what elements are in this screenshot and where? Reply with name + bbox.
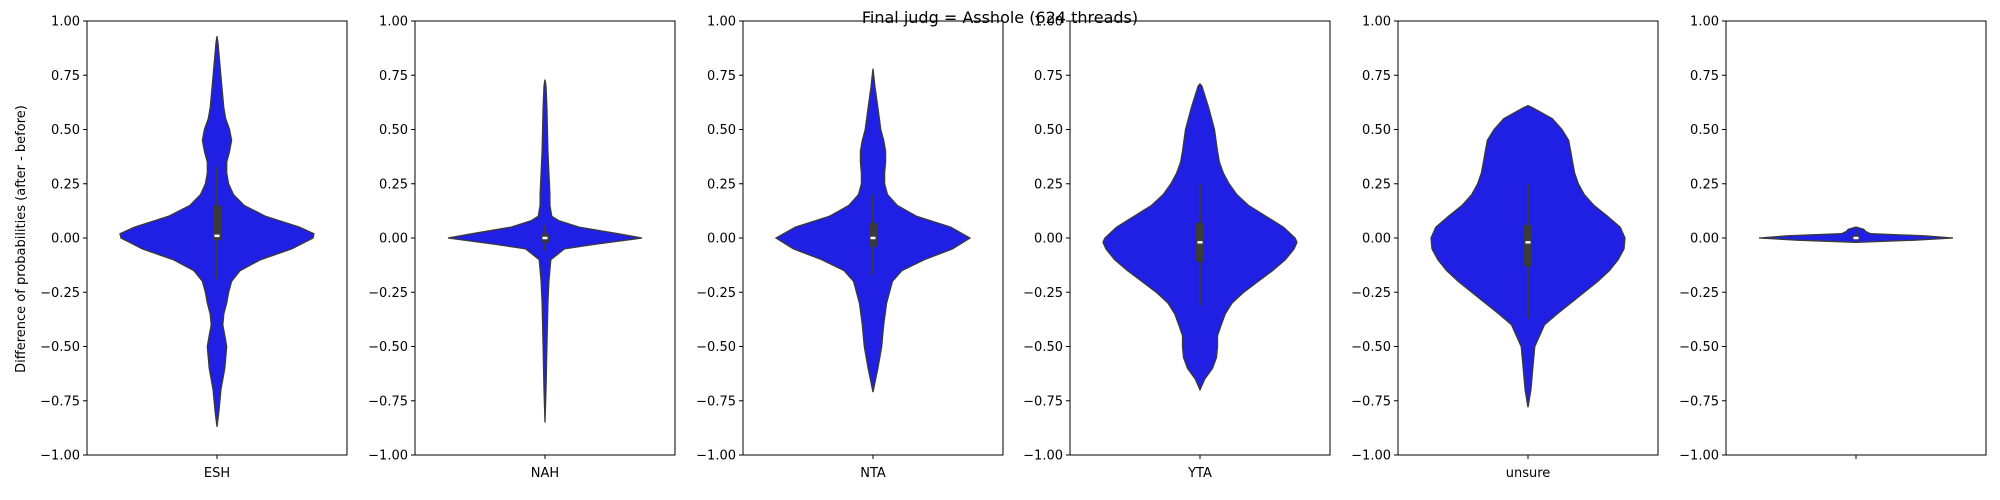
y-tick-label: −1.00 xyxy=(1679,449,1719,464)
panels-group: 1.00 0.75 0.50 0.25 0.00 −0.25 −0.50 −0.75 −1.00… xyxy=(40,15,1987,481)
y-tick-label: 0.25 xyxy=(1034,177,1063,192)
panel-unlabeled: 1.00 0.75 0.50 0.25 0.00 −0.25 −0.50 −0.75 −1.00 xyxy=(1679,15,1987,464)
y-tick-label: −0.50 xyxy=(696,340,736,355)
x-category-label: NTA xyxy=(860,466,886,481)
y-tick-label: 0.50 xyxy=(1690,123,1719,138)
violin-median-marker xyxy=(542,236,548,240)
y-tick-label: −1.00 xyxy=(1023,449,1063,464)
violin-iqr-box xyxy=(869,222,877,247)
panel-NTA: 1.00 0.75 0.50 0.25 0.00 −0.25 −0.50 −0.75 −1.00… xyxy=(696,15,1004,481)
y-tick-label: 0.50 xyxy=(1034,123,1063,138)
x-category-label: unsure xyxy=(1506,466,1551,481)
y-tick-label: −1.00 xyxy=(1351,449,1391,464)
y-tick-label: −1.00 xyxy=(696,449,736,464)
x-category-label: NAH xyxy=(531,466,559,481)
y-tick-label: −0.75 xyxy=(368,394,408,409)
violin-iqr-box xyxy=(213,205,221,241)
y-tick-label: −0.25 xyxy=(368,286,408,301)
y-tick-label: 1.00 xyxy=(1362,15,1391,30)
y-tick-label: 0.50 xyxy=(379,123,408,138)
violin-median-marker xyxy=(214,234,220,238)
violin-median-marker xyxy=(1853,236,1859,240)
violin-median-marker xyxy=(1525,241,1531,244)
violin-iqr-box xyxy=(1524,224,1532,267)
y-tick-label: −0.25 xyxy=(40,286,80,301)
y-tick-label: 1.00 xyxy=(51,15,80,30)
y-tick-label: −0.75 xyxy=(1023,394,1063,409)
y-tick-label: −0.50 xyxy=(1351,340,1391,355)
y-tick-label: −0.25 xyxy=(1351,286,1391,301)
violin-median-marker xyxy=(1197,241,1203,244)
y-tick-label: −0.75 xyxy=(1679,394,1719,409)
y-tick-label: −0.50 xyxy=(1023,340,1063,355)
panel-YTA: 1.00 0.75 0.50 0.25 0.00 −0.25 −0.50 −0.75 −1.00… xyxy=(1023,15,1331,481)
y-tick-label: 0.75 xyxy=(1362,69,1391,84)
panel-NAH: 1.00 0.75 0.50 0.25 0.00 −0.25 −0.50 −0.75 −1.00… xyxy=(368,15,676,481)
y-tick-label: −0.75 xyxy=(696,394,736,409)
y-tick-label: −0.50 xyxy=(368,340,408,355)
panel-unsure: 1.00 0.75 0.50 0.25 0.00 −0.25 −0.50 −0.75 −1.00… xyxy=(1351,15,1659,481)
y-tick-label: 0.50 xyxy=(1362,123,1391,138)
violin-shape xyxy=(447,79,643,423)
y-tick-label: −0.75 xyxy=(1351,394,1391,409)
y-tick-label: 0.00 xyxy=(379,232,408,247)
y-tick-label: 1.00 xyxy=(1034,15,1063,30)
y-tick-label: 1.00 xyxy=(379,15,408,30)
y-tick-label: 0.00 xyxy=(1034,232,1063,247)
y-tick-label: 1.00 xyxy=(707,15,736,30)
y-tick-label: 0.00 xyxy=(707,232,736,247)
y-tick-label: −0.50 xyxy=(1679,340,1719,355)
y-axis-label: Difference of probabilities (after - bef… xyxy=(14,105,29,373)
y-tick-label: 0.75 xyxy=(1690,69,1719,84)
y-tick-label: 0.50 xyxy=(51,123,80,138)
y-tick-label: 0.25 xyxy=(51,177,80,192)
y-tick-label: 0.75 xyxy=(379,69,408,84)
y-tick-label: 0.75 xyxy=(1034,69,1063,84)
y-tick-label: −0.25 xyxy=(696,286,736,301)
x-category-label: YTA xyxy=(1187,466,1212,481)
y-tick-label: −0.25 xyxy=(1679,286,1719,301)
y-tick-label: 0.00 xyxy=(1690,232,1719,247)
violin-median-marker xyxy=(870,236,876,240)
y-tick-label: −1.00 xyxy=(40,449,80,464)
y-tick-label: 0.00 xyxy=(51,232,80,247)
y-tick-label: −1.00 xyxy=(368,449,408,464)
chart-title: Final judg = Asshole (624 threads) xyxy=(862,8,1138,27)
x-category-label: ESH xyxy=(204,466,230,481)
y-tick-label: −0.75 xyxy=(40,394,80,409)
y-tick-label: 0.50 xyxy=(707,123,736,138)
y-tick-label: 0.00 xyxy=(1362,232,1391,247)
y-tick-label: 0.25 xyxy=(707,177,736,192)
y-tick-label: 1.00 xyxy=(1690,15,1719,30)
y-tick-label: 0.25 xyxy=(1362,177,1391,192)
y-tick-label: 0.75 xyxy=(707,69,736,84)
y-tick-label: 0.75 xyxy=(51,69,80,84)
y-tick-label: −0.25 xyxy=(1023,286,1063,301)
y-tick-label: 0.25 xyxy=(379,177,408,192)
panel-ESH: 1.00 0.75 0.50 0.25 0.00 −0.25 −0.50 −0.75 −1.00… xyxy=(40,15,348,481)
y-tick-label: 0.25 xyxy=(1690,177,1719,192)
y-tick-label: −0.50 xyxy=(40,340,80,355)
